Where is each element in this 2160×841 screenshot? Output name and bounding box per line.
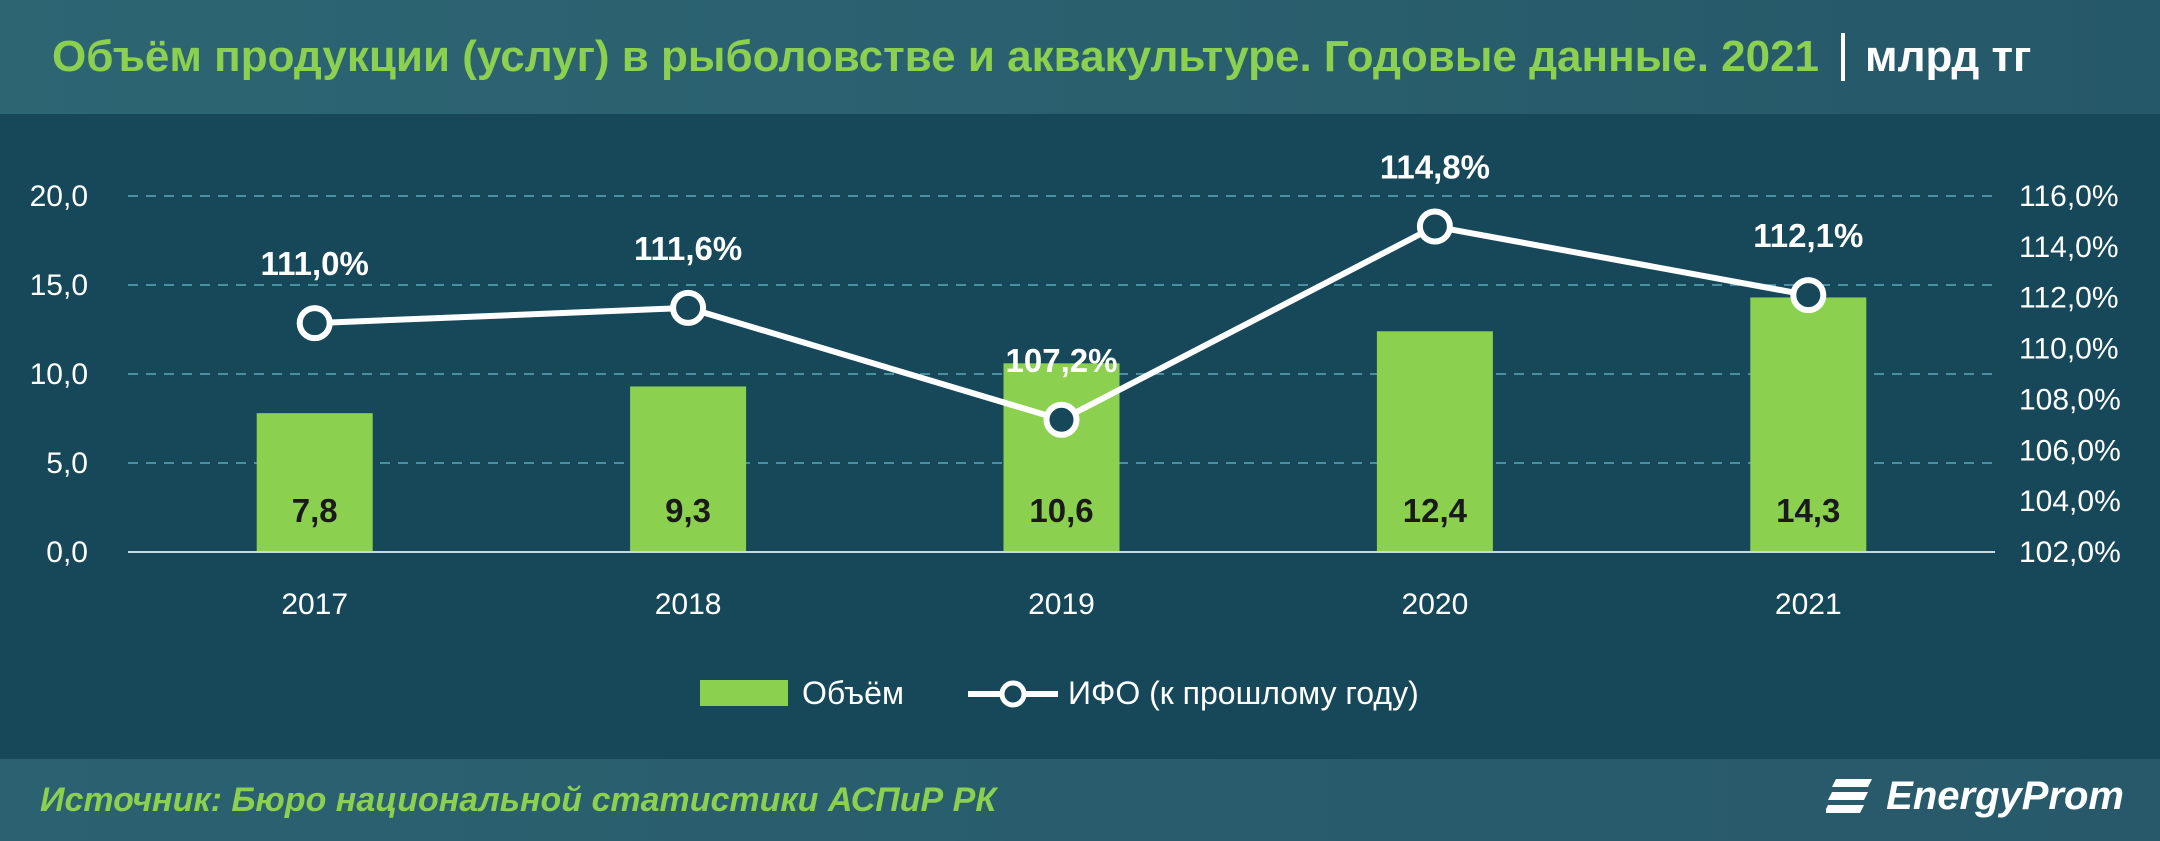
y-left-tick-label: 15,0 — [30, 269, 88, 302]
line-point-2019 — [1043, 401, 1080, 438]
y-right-tick-label: 112,0% — [2019, 282, 2119, 315]
y-right-tick-label: 108,0% — [2019, 383, 2121, 416]
chart-title: Объём продукции (услуг) в рыболовстве и … — [52, 32, 1820, 81]
line-point-2017 — [296, 305, 333, 342]
line-point-2020 — [1416, 208, 1453, 245]
gridlines — [128, 195, 1995, 464]
bar-value-label: 14,3 — [1776, 492, 1840, 529]
bar-2018 — [630, 386, 747, 552]
x-tick-label: 2017 — [281, 588, 348, 621]
y-left-tick-label: 0,0 — [46, 536, 88, 569]
line-point-2018 — [670, 289, 707, 326]
y-right-tick-label: 106,0% — [2019, 434, 2121, 467]
bar-value-label: 7,8 — [292, 492, 338, 529]
energyprom-logo-icon — [1826, 779, 1873, 813]
bar-value-label: 10,6 — [1029, 492, 1093, 529]
line-value-label: 114,8% — [1380, 149, 1490, 186]
bar-series — [256, 297, 1867, 552]
chart-unit: млрд тг — [1865, 32, 2032, 81]
y-axis-left: 0,0 5,0 10,0 15,0 20,0 — [30, 180, 88, 569]
y-left-tick-label: 20,0 — [30, 180, 88, 213]
y-right-tick-label: 102,0% — [2019, 536, 2121, 569]
bar-value-label: 9,3 — [665, 492, 711, 529]
title-separator — [1841, 33, 1846, 81]
y-right-tick-label: 110,0% — [2019, 333, 2119, 366]
logo-text: EnergyProm — [1886, 773, 2124, 818]
x-tick-label: 2019 — [1028, 588, 1095, 621]
line-value-label: 107,2% — [1006, 342, 1118, 379]
legend-swatch-marker — [999, 680, 1027, 708]
line-value-label: 112,1% — [1753, 217, 1863, 254]
y-left-tick-label: 5,0 — [46, 447, 88, 480]
y-axis-right: 102,0% 104,0% 106,0% 108,0% 110,0% 112,0% 114,… — [2019, 180, 2121, 569]
line-point-2021 — [1790, 277, 1827, 314]
line-value-label: 111,0% — [261, 245, 369, 282]
x-tick-label: 2021 — [1775, 588, 1842, 621]
legend-label-line: ИФО (к прошлому году) — [1068, 675, 1419, 711]
x-tick-label: 2018 — [655, 588, 722, 621]
chart-area: 0,0 5,0 10,0 15,0 20,0 102,0% 104,0% 106,0% 108… — [0, 114, 2160, 759]
line-value-label: 111,6% — [634, 230, 742, 267]
legend: Объём ИФО (к прошлому году) — [700, 675, 1419, 711]
chart-svg: 0,0 5,0 10,0 15,0 20,0 102,0% 104,0% 106,0% 108… — [30, 149, 2121, 711]
legend-swatch-bar — [700, 680, 788, 706]
x-tick-label: 2020 — [1402, 588, 1469, 621]
bar-2019 — [1003, 363, 1120, 552]
bar-2017 — [256, 413, 373, 552]
header-bar: Объём продукции (услуг) в рыболовстве и … — [0, 0, 2160, 114]
bar-value-label: 12,4 — [1403, 492, 1468, 529]
line-data-labels: 111,0% 111,6% 107,2% 114,8% 112,1% — [261, 149, 1864, 379]
bar-2021 — [1750, 297, 1867, 552]
y-right-tick-label: 104,0% — [2019, 485, 2121, 518]
x-axis-labels: 2017 2018 2019 2020 2021 — [281, 588, 1841, 621]
y-right-tick-label: 114,0% — [2019, 231, 2119, 264]
source-note: Источник: Бюро национальной статистики А… — [40, 781, 997, 819]
bar-2020 — [1376, 331, 1493, 552]
brand-logo: EnergyProm — [1826, 773, 2124, 819]
footer-bar: Источник: Бюро национальной статистики А… — [0, 759, 2160, 841]
bar-data-labels: 7,8 9,3 10,6 12,4 14,3 — [292, 492, 1841, 529]
legend-label-bar: Объём — [802, 675, 904, 711]
y-right-tick-label: 116,0% — [2019, 180, 2119, 213]
line-series — [296, 208, 1827, 438]
y-left-tick-label: 10,0 — [30, 358, 88, 391]
